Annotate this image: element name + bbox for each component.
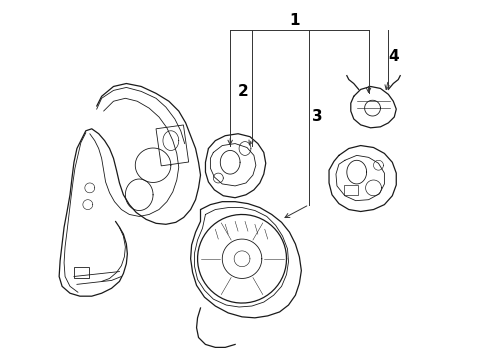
Bar [74, 267, 89, 278]
Text: 1: 1 [289, 13, 300, 28]
Text: 4: 4 [388, 49, 398, 64]
Text: 2: 2 [238, 84, 248, 99]
Bar [344, 185, 358, 195]
Text: 3: 3 [312, 108, 322, 123]
Bar [156, 125, 189, 166]
